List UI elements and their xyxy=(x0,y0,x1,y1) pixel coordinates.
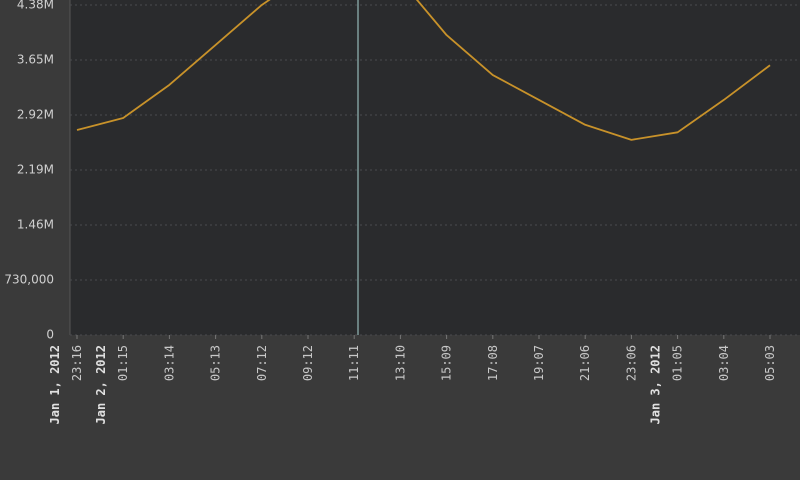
x-tick-label: 05:03 xyxy=(763,345,777,381)
y-tick-label: 730,000 xyxy=(4,272,54,286)
y-tick-label: 2.92M xyxy=(17,107,54,121)
x-tick-label: 01:15 xyxy=(116,345,130,381)
date-label: Jan 1, 2012 xyxy=(48,345,62,424)
y-tick-label: 2.19M xyxy=(17,162,54,176)
x-tick-label: 21:06 xyxy=(578,345,592,381)
x-tick-label: 11:11 xyxy=(347,345,361,381)
y-tick-label: 4.38M xyxy=(17,0,54,11)
x-tick-label: 19:07 xyxy=(532,345,546,381)
x-tick-label: 01:05 xyxy=(671,345,685,381)
x-tick-label: 09:12 xyxy=(301,345,315,381)
x-tick-label: 03:04 xyxy=(717,345,731,381)
series xyxy=(76,0,771,141)
line xyxy=(76,0,771,141)
y-tick-label: 3.65M xyxy=(17,52,54,66)
y-tick-label: 0 xyxy=(46,328,54,342)
x-tick-label: 17:08 xyxy=(486,345,500,381)
x-tick-label: 03:14 xyxy=(162,345,176,381)
x-tick-label: 13:10 xyxy=(393,345,407,381)
x-tick-label: 15:09 xyxy=(440,345,454,381)
plot-area xyxy=(70,0,800,335)
y-tick-label: 1.46M xyxy=(17,217,54,231)
date-label: Jan 2, 2012 xyxy=(94,345,108,424)
date-label: Jan 3, 2012 xyxy=(649,345,663,424)
x-tick-label: 23:06 xyxy=(624,345,638,381)
x-tick-label: 05:13 xyxy=(209,345,223,381)
x-tick-label: 23:16 xyxy=(70,345,84,381)
x-tick-label: 07:12 xyxy=(255,345,269,381)
